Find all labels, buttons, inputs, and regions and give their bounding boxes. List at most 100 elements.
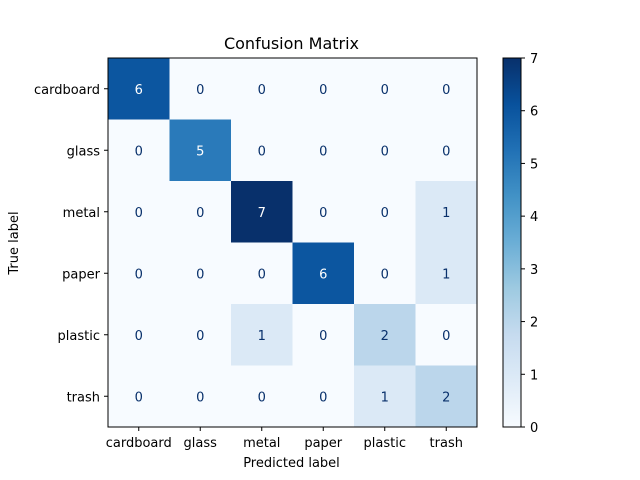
- x-tick-label: plastic: [364, 436, 406, 451]
- cell-value-label: 6: [135, 83, 143, 98]
- heatmap-cell: [231, 304, 293, 366]
- x-tick-label: paper: [304, 436, 342, 451]
- x-axis-ticks: cardboard glass metal paper plastic trash: [106, 427, 463, 451]
- heatmap-cell: [292, 365, 355, 428]
- x-axis-label: Predicted label: [243, 456, 340, 471]
- cell-value-label: 2: [442, 390, 450, 405]
- cell-value-label: 1: [442, 206, 450, 221]
- heatmap-cell: [231, 119, 293, 182]
- cell-value-label: 7: [258, 206, 266, 221]
- colorbar-tick-label: 4: [530, 210, 538, 225]
- cell-value-label: 1: [442, 267, 450, 282]
- heatmap-cell: [231, 242, 293, 305]
- cell-value-label: 0: [381, 144, 389, 159]
- heatmap-cell: [292, 242, 355, 305]
- heatmap-cell: [108, 365, 170, 428]
- heatmap-cell: [354, 58, 416, 120]
- cell-value-label: 0: [196, 206, 204, 221]
- cell-value-label: 0: [258, 390, 266, 405]
- y-tick-label: plastic: [58, 329, 100, 344]
- heatmap-cell: [415, 304, 478, 366]
- cell-value-label: 0: [196, 329, 204, 344]
- colorbar-tick-label: 1: [530, 368, 538, 383]
- cell-value-label: 0: [258, 144, 266, 159]
- y-tick-label: trash: [67, 390, 100, 405]
- heatmap-cell: [415, 58, 478, 120]
- heatmap-cell: [354, 119, 416, 182]
- heatmap-cell: [415, 242, 478, 305]
- colorbar-tick-label: 2: [530, 316, 538, 331]
- heatmap-cell: [415, 365, 478, 428]
- heatmap-cell: [108, 119, 170, 182]
- colorbar-tick-label: 5: [530, 157, 538, 172]
- heatmap-cell: [292, 181, 355, 243]
- heatmap-cell: [169, 58, 232, 120]
- heatmap-cell: [231, 58, 293, 120]
- plot-frame: [107, 57, 478, 428]
- cell-value-label: 0: [196, 267, 204, 282]
- heatmap-cell: [169, 181, 232, 243]
- heatmap-cells: 6 0 0 0 0 0 0 5 0 0 0 0 0 0 7 0 0 1 0 0 0 6 0 1 0 0 1 0 2 0 0 0 0 0 1 2: [108, 58, 478, 428]
- colorbar-tick-label: 7: [530, 52, 538, 67]
- colorbar: [502, 57, 522, 428]
- heatmap-cell: [169, 304, 232, 366]
- heatmap-cell: [231, 365, 293, 428]
- cell-value-label: 0: [442, 144, 450, 159]
- cell-value-label: 0: [442, 83, 450, 98]
- cell-value-label: 0: [135, 267, 143, 282]
- colorbar-ticks: 0 1 2 3 4 5 6 7: [521, 52, 538, 436]
- cell-value-label: 0: [258, 83, 266, 98]
- heatmap-cell: [292, 119, 355, 182]
- cell-value-label: 0: [135, 390, 143, 405]
- y-tick-label: cardboard: [34, 83, 100, 98]
- colorbar-tick-label: 0: [530, 421, 538, 436]
- cell-value-label: 6: [319, 267, 327, 282]
- y-tick-label: metal: [63, 206, 100, 221]
- heatmap-cell: [108, 58, 170, 120]
- cell-value-label: 2: [381, 329, 389, 344]
- heatmap-cell: [415, 119, 478, 182]
- x-tick-label: glass: [184, 436, 218, 451]
- heatmap-cell: [415, 181, 478, 243]
- heatmap-cell: [169, 119, 232, 182]
- cell-value-label: 0: [442, 329, 450, 344]
- y-tick-label: glass: [67, 144, 101, 159]
- cell-value-label: 5: [196, 144, 204, 159]
- heatmap-cell: [108, 181, 170, 243]
- x-tick-label: trash: [430, 436, 463, 451]
- heatmap-cell: [354, 242, 416, 305]
- cell-value-label: 0: [135, 144, 143, 159]
- heatmap-cell: [354, 365, 416, 428]
- cell-value-label: 0: [196, 83, 204, 98]
- cell-value-label: 0: [319, 390, 327, 405]
- y-axis-label: True label: [7, 211, 22, 275]
- heatmap-cell: [169, 242, 232, 305]
- x-tick-label: metal: [243, 436, 280, 451]
- heatmap-cell: [108, 304, 170, 366]
- heatmap-cell: [231, 181, 293, 243]
- x-tick-label: cardboard: [106, 436, 172, 451]
- colorbar-tick-label: 3: [530, 263, 538, 278]
- cell-value-label: 0: [381, 206, 389, 221]
- cell-value-label: 0: [196, 390, 204, 405]
- cell-value-label: 0: [319, 206, 327, 221]
- y-axis-ticks: cardboard glass metal paper plastic trash: [34, 83, 108, 405]
- cell-value-label: 0: [381, 83, 389, 98]
- cell-value-label: 0: [319, 329, 327, 344]
- heatmap-cell: [292, 58, 355, 120]
- cell-value-label: 1: [258, 329, 266, 344]
- chart-title: Confusion Matrix: [224, 34, 359, 53]
- cell-value-label: 0: [319, 83, 327, 98]
- cell-value-label: 1: [381, 390, 389, 405]
- cell-value-label: 0: [135, 329, 143, 344]
- heatmap-cell: [292, 304, 355, 366]
- cell-value-label: 0: [258, 267, 266, 282]
- cell-value-label: 0: [381, 267, 389, 282]
- y-tick-label: paper: [62, 267, 100, 282]
- heatmap-cell: [108, 242, 170, 305]
- heatmap-cell: [354, 304, 416, 366]
- cell-value-label: 0: [135, 206, 143, 221]
- heatmap-cell: [169, 365, 232, 428]
- heatmap-cell: [354, 181, 416, 243]
